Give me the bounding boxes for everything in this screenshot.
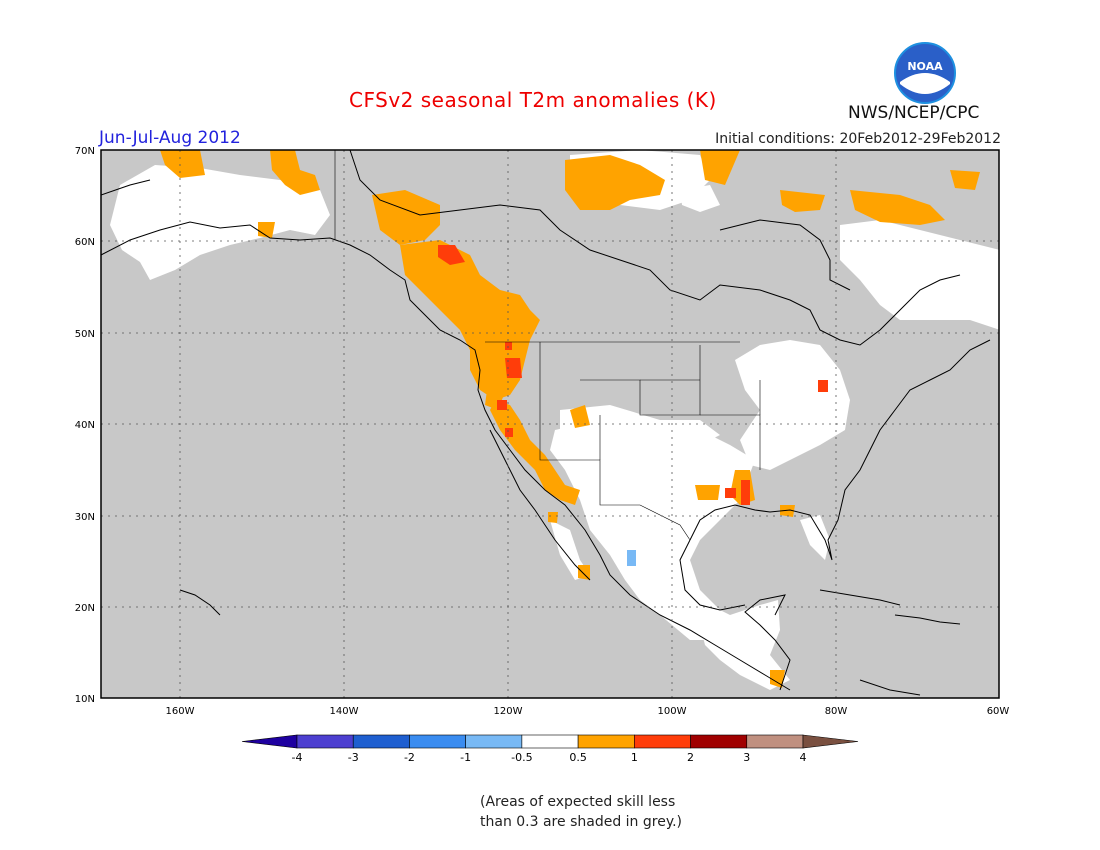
political-borders — [334, 150, 761, 541]
footnote-line-2: than 0.3 are shaded in grey.) — [480, 814, 683, 830]
skill-footnote: (Areas of expected skill less than 0.3 a… — [480, 792, 682, 832]
colorbar-label: 0.5 — [569, 751, 587, 764]
lat-label: 50N — [75, 329, 95, 340]
colorbar-label: -3 — [348, 751, 359, 764]
map-frame — [100, 149, 1000, 699]
colorbar-swatch — [690, 734, 748, 749]
coastlines — [101, 150, 991, 696]
colorbar-swatch — [409, 734, 466, 749]
lat-label: 40N — [75, 420, 95, 431]
colorbar-label: -1 — [460, 751, 471, 764]
forecast-period: Jun-Jul-Aug 2012 — [99, 128, 241, 148]
lon-label: 100W — [658, 706, 687, 717]
lon-label: 60W — [987, 706, 1010, 717]
colorbar-swatch — [352, 734, 410, 749]
colorbar-label: -4 — [292, 751, 303, 764]
lat-label: 60N — [75, 237, 95, 248]
lat-label: 20N — [75, 603, 95, 614]
colorbar-low-arrow — [241, 734, 298, 749]
colorbar-swatch — [296, 734, 354, 749]
lon-label: 160W — [166, 706, 195, 717]
lon-label: 80W — [825, 706, 848, 717]
latitude-labels: 70N 60N 50N 40N 30N 20N 10N — [75, 146, 95, 705]
lon-label: 140W — [330, 706, 359, 717]
graticule — [101, 150, 999, 698]
agency-label: NWS/NCEP/CPC — [848, 103, 980, 123]
colorbar-swatch — [465, 734, 523, 749]
warm-anomaly-regions — [160, 150, 980, 688]
colorbar-label: 2 — [687, 751, 694, 764]
lat-label: 10N — [75, 694, 95, 705]
initial-conditions: Initial conditions: 20Feb2012-29Feb2012 — [715, 131, 1001, 147]
colorbar-swatch — [634, 734, 691, 749]
colorbar-swatch — [746, 734, 804, 749]
longitude-labels: 160W 140W 120W 100W 80W 60W — [166, 706, 1010, 717]
colorbar: -4 -3 -2 -1 -0.5 0.5 1 2 3 4 — [241, 734, 859, 764]
strong-warm-regions — [438, 245, 828, 505]
colorbar-label: -0.5 — [511, 751, 532, 764]
logo-text: NOAA — [907, 60, 943, 73]
anomaly-field — [101, 150, 999, 696]
colorbar-label: 3 — [743, 751, 750, 764]
colorbar-high-arrow — [802, 734, 859, 749]
colorbar-label: -2 — [404, 751, 415, 764]
lat-label: 30N — [75, 512, 95, 523]
noaa-logo-icon: NOAA — [894, 42, 956, 104]
lon-label: 120W — [494, 706, 523, 717]
colorbar-label: 1 — [631, 751, 638, 764]
neutral-regions — [110, 150, 999, 690]
footnote-line-1: (Areas of expected skill less — [480, 794, 676, 810]
map-title: CFSv2 seasonal T2m anomalies (K) — [349, 88, 717, 112]
colorbar-label: 4 — [800, 751, 807, 764]
colorbar-swatch — [577, 734, 635, 749]
cool-anomaly-regions — [627, 550, 636, 566]
colorbar-swatch — [521, 734, 579, 749]
map-background — [101, 150, 999, 698]
lat-label: 70N — [75, 146, 95, 157]
